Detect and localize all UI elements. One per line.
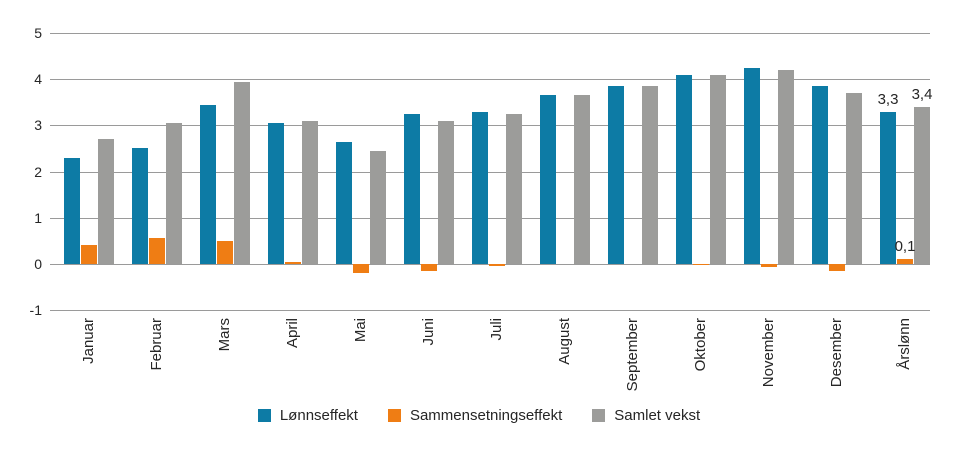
bar-sammensetningseffekt-april [285,261,301,264]
bar-lonnseffekt-mars [200,104,216,264]
x-tick-label-februar: Februar [148,318,165,371]
bar-lonnseffekt-november [744,67,760,264]
x-tick-label-juni: Juni [420,318,437,346]
bar-lonnseffekt-april [268,123,284,264]
legend-label-samlet-vekst: Samlet vekst [614,407,701,424]
bar-samlet-vekst-arslonn [914,106,930,264]
legend-swatch-lonnseffekt [257,409,271,422]
bar-lonnseffekt-juli [472,111,488,264]
y-tick-label-5: 5 [34,25,42,41]
bar-lonnseffekt-mai [336,141,352,264]
x-tick-label-juli: Juli [488,318,505,341]
data-label-sammensetningseffekt-arslonn: 0,1 [894,238,916,256]
y-tick-label-3: 3 [34,117,42,134]
legend-item-lonnseffekt: Lønnseffekt [257,407,358,424]
bar-lonnseffekt-juni [404,113,420,264]
y-tick-label-2: 2 [34,163,42,180]
x-tick-label-arslonn: Årslønn [896,318,913,370]
bar-samlet-vekst-august [574,95,590,264]
x-tick-label-september: September [624,318,641,392]
bar-samlet-vekst-november [778,69,794,264]
x-tick-label-januar: Januar [80,318,97,364]
data-label-lonnseffekt-arslonn: 3,3 [877,90,899,108]
plot-area [50,33,930,311]
gridline-y-2 [50,171,930,173]
bar-samlet-vekst-januar [98,139,114,264]
legend-item-samlet-vekst: Samlet vekst [592,407,700,424]
y-tick-label-1: 1 [34,209,42,226]
bar-lonnseffekt-arslonn [880,111,896,264]
legend-label-sammensetningseffekt: Sammensetningseffekt [409,407,563,424]
x-tick-label-desember: Desember [828,318,845,388]
chart-legend: Lønnseffekt Sammensetningseffekt Samlet ve… [0,407,958,424]
bar-samlet-vekst-februar [166,123,182,264]
y-tick-label-0: 0 [34,255,42,272]
bar-lonnseffekt-januar [64,157,80,264]
bar-sammensetningseffekt-februar [149,238,165,264]
gridline-y-5 [50,33,930,34]
data-label-samlet-vekst-arslonn: 3,4 [911,85,933,103]
bar-lonnseffekt-september [608,86,624,264]
legend-swatch-samlet-vekst [592,409,606,422]
bar-sammensetningseffekt-arslonn [897,259,913,264]
legend-item-sammensetningseffekt: Sammensetningseffekt [387,407,563,424]
bar-samlet-vekst-desember [846,93,862,264]
bar-samlet-vekst-juli [506,113,522,264]
gridline-y-4 [50,79,930,81]
x-tick-label-april: April [284,318,301,349]
bar-sammensetningseffekt-juli [489,263,505,267]
bar-lonnseffekt-februar [132,148,148,264]
bar-samlet-vekst-mars [234,81,250,264]
bar-samlet-vekst-oktober [710,74,726,264]
bar-samlet-vekst-september [642,86,658,264]
bar-sammensetningseffekt-oktober [693,263,709,266]
bar-lonnseffekt-desember [812,86,828,264]
bar-sammensetningseffekt-november [761,263,777,267]
x-tick-label-mars: Mars [216,318,233,352]
bar-sammensetningseffekt-januar [81,245,97,264]
legend-swatch-sammensetningseffekt [387,409,401,422]
legend-label-lonnseffekt: Lønnseffekt [279,407,358,424]
bar-sammensetningseffekt-desember [829,263,845,271]
bar-sammensetningseffekt-juni [421,263,437,271]
bar-lonnseffekt-oktober [676,74,692,264]
y-tick-label--1: -1 [29,302,42,318]
gridline-y-3 [50,125,930,127]
gridline-y--1 [50,310,930,311]
gridline-y-1 [50,217,930,219]
x-tick-label-november: November [760,318,777,388]
x-tick-label-mai: Mai [352,318,369,343]
x-tick-label-oktober: Oktober [692,318,709,372]
bar-lonnseffekt-august [540,95,556,264]
bar-samlet-vekst-april [302,120,318,264]
bar-sammensetningseffekt-mai [353,263,369,273]
x-tick-label-august: August [556,318,573,365]
bar-sammensetningseffekt-mars [217,240,233,264]
bar-samlet-vekst-mai [370,150,386,264]
bar-samlet-vekst-juni [438,120,454,264]
y-tick-label-4: 4 [34,71,42,88]
